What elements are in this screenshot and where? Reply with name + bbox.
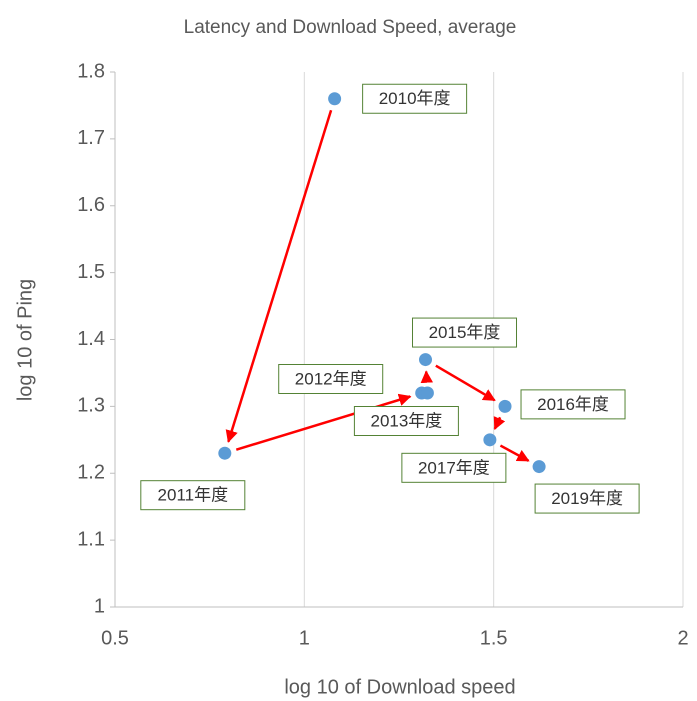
arrow <box>435 364 496 402</box>
y-tick-label: 1.6 <box>77 194 105 216</box>
data-label: 2019年度 <box>551 489 623 508</box>
arrow <box>499 444 530 462</box>
label-box <box>353 406 459 436</box>
data-label: 2015年度 <box>429 323 501 342</box>
label-box <box>362 83 468 114</box>
data-label: 2013年度 <box>370 411 442 430</box>
y-tick-label: 1.1 <box>77 528 105 550</box>
y-tick-label: 1.5 <box>77 261 105 283</box>
arrow <box>420 370 434 384</box>
y-tick-label: 1.8 <box>77 60 105 82</box>
point <box>420 386 434 400</box>
y-axis-label: log 10 of Ping <box>14 279 36 401</box>
x-tick-label: 0.5 <box>101 627 129 649</box>
point <box>532 460 546 474</box>
y-tick-label: 1 <box>94 595 105 617</box>
y-tick-label: 1.3 <box>77 395 105 417</box>
label-box <box>140 480 246 511</box>
y-tick-label: 1.4 <box>77 328 105 350</box>
arrow <box>225 109 333 443</box>
label-box <box>401 452 507 483</box>
point <box>483 433 497 447</box>
data-label: 2016年度 <box>537 395 609 414</box>
data-label: 2017年度 <box>418 458 490 477</box>
arrow <box>235 393 412 451</box>
point <box>498 399 512 413</box>
label-box <box>534 483 640 514</box>
point <box>218 446 232 460</box>
x-tick-label: 1.5 <box>480 627 508 649</box>
y-tick-label: 1.7 <box>77 127 105 149</box>
data-label: 2012年度 <box>295 369 367 388</box>
data-label: 2011年度 <box>158 486 229 505</box>
x-tick-label: 1 <box>299 627 310 649</box>
point <box>419 353 433 367</box>
chart-title: Latency and Download Speed, average <box>184 17 517 38</box>
label-box <box>520 389 626 420</box>
y-tick-label: 1.2 <box>77 462 105 484</box>
x-axis-label: log 10 of Download speed <box>284 676 515 698</box>
point <box>328 92 342 106</box>
arrow <box>493 416 506 431</box>
x-tick-label: 2 <box>677 627 688 649</box>
label-box <box>412 317 518 348</box>
data-label: 2010年度 <box>379 89 451 108</box>
label-box <box>278 364 384 394</box>
